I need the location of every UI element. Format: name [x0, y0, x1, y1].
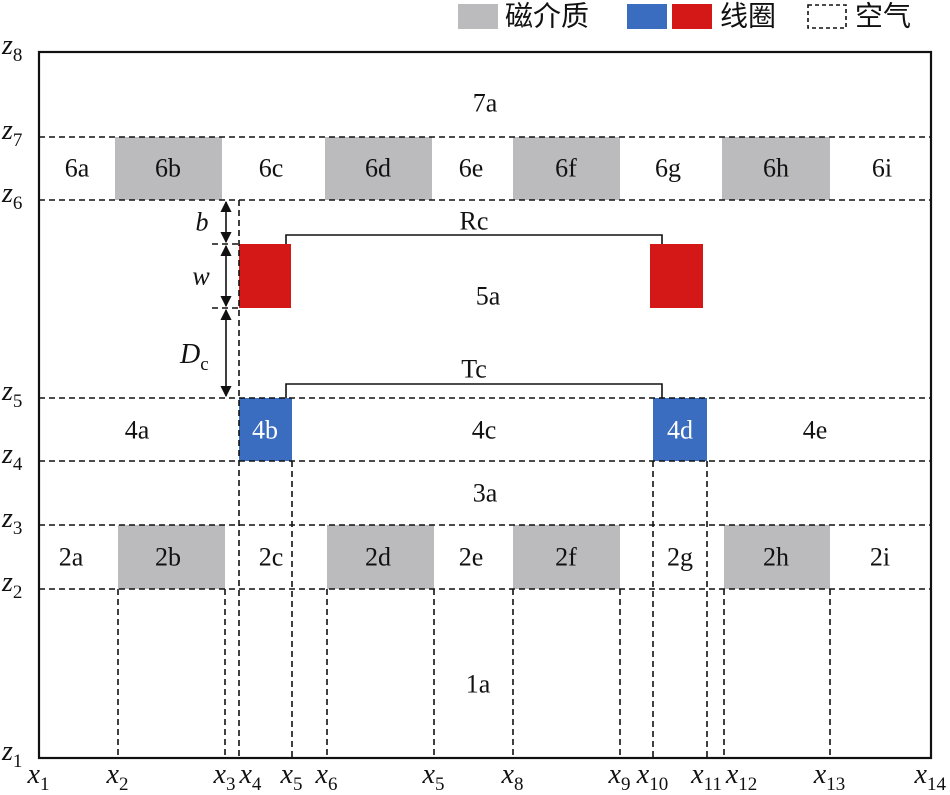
domain-frame — [37, 50, 933, 760]
z-label-8: z8 — [1, 30, 22, 66]
region-6i: 6i — [872, 154, 892, 183]
dimension-arrows: b w Dc — [179, 200, 232, 398]
region-2d: 2d — [365, 543, 391, 572]
legend-magnetic-swatch — [458, 4, 498, 29]
z-label-6: z6 — [1, 178, 22, 214]
z-label-2: z2 — [1, 567, 22, 603]
legend-coil-red-swatch — [672, 4, 712, 29]
region-2c: 2c — [259, 543, 284, 572]
region-2h: 2h — [763, 543, 789, 572]
legend-air-swatch — [807, 4, 847, 29]
region-2g: 2g — [667, 543, 693, 572]
region-6e: 6e — [459, 154, 484, 183]
b-label: b — [196, 208, 209, 237]
region-6c: 6c — [259, 154, 284, 183]
x-label-10: x10 — [636, 759, 668, 795]
x-label-9: x9 — [608, 759, 631, 795]
x-label-1: x1 — [27, 759, 50, 795]
magnetic-blocks-bottom — [118, 525, 830, 589]
x-label-8: x8 — [501, 759, 524, 795]
x-label-14: x14 — [914, 759, 947, 795]
tc-label: Tc — [461, 355, 487, 384]
region-6f: 6f — [555, 154, 577, 183]
region-1a: 1a — [466, 670, 491, 699]
legend-coil-label: 线圈 — [720, 1, 776, 33]
transmitter-coil-4d — [653, 398, 707, 461]
z-label-4: z4 — [1, 439, 23, 475]
legend: 磁介质 线圈 空气 — [458, 1, 911, 33]
transmitter-coil-4b — [239, 398, 292, 461]
dc-label: Dc — [179, 339, 209, 375]
receiver-coil-right — [650, 244, 703, 308]
x-axis-labels: x1 x2 x3 x4 x5 x6 x5 x8 x9 x10 x11 x12 x13 x14 — [27, 759, 947, 795]
z-axis-labels: z1 z2 z3 z4 z5 z6 z7 z8 — [1, 30, 23, 772]
region-4b: 4b — [252, 416, 278, 445]
z-label-1: z1 — [1, 736, 22, 772]
block-2d — [327, 525, 434, 589]
x-label-7: x5 — [422, 759, 445, 795]
z-label-3: z3 — [1, 503, 22, 539]
region-6h: 6h — [763, 154, 789, 183]
block-2f — [513, 525, 620, 589]
receiver-coil-left — [239, 244, 291, 308]
region-5a: 5a — [476, 282, 501, 311]
region-2i: 2i — [870, 543, 890, 572]
region-labels: 7a 6a 6b 6c 6d 6e 6f 6g 6h 6i 5a 4a 4b 4… — [59, 89, 892, 699]
legend-magnetic-label: 磁介质 — [505, 1, 589, 33]
rc-bracket — [285, 234, 663, 244]
tc-bracket — [285, 383, 663, 398]
x-label-2: x2 — [106, 759, 129, 795]
horizontal-boundaries — [39, 136, 931, 590]
region-6g: 6g — [655, 154, 681, 183]
x-label-12: x12 — [725, 759, 757, 795]
region-6d: 6d — [365, 154, 391, 183]
x-label-13: x13 — [813, 759, 845, 795]
region-4e: 4e — [803, 416, 828, 445]
region-7a: 7a — [473, 89, 498, 118]
x-label-4: x4 — [238, 759, 261, 795]
x-label-6: x6 — [315, 759, 338, 795]
region-2e: 2e — [459, 543, 484, 572]
block-6h — [722, 137, 830, 200]
vertical-boundaries — [117, 200, 831, 758]
block-2h — [724, 525, 830, 589]
block-6d — [325, 137, 432, 200]
region-3a: 3a — [473, 479, 498, 508]
legend-air-label: 空气 — [855, 1, 911, 33]
z-label-7: z7 — [1, 115, 22, 151]
region-6b: 6b — [155, 154, 181, 183]
region-4d: 4d — [667, 416, 693, 445]
rc-label: Rc — [460, 207, 489, 236]
legend-coil-blue-swatch — [627, 4, 667, 29]
magnetic-blocks-top — [115, 137, 830, 200]
region-2a: 2a — [59, 543, 84, 572]
block-6b — [115, 137, 222, 200]
region-2f: 2f — [555, 543, 577, 572]
region-6a: 6a — [65, 154, 90, 183]
w-label: w — [192, 262, 210, 291]
block-2b — [118, 525, 225, 589]
x-label-3: x3 — [213, 759, 236, 795]
z-label-5: z5 — [1, 376, 22, 412]
x-label-11: x11 — [690, 759, 722, 795]
x-label-5: x5 — [280, 759, 303, 795]
region-4a: 4a — [125, 416, 150, 445]
region-4c: 4c — [472, 416, 497, 445]
block-6f — [513, 137, 620, 200]
region-2b: 2b — [155, 543, 181, 572]
